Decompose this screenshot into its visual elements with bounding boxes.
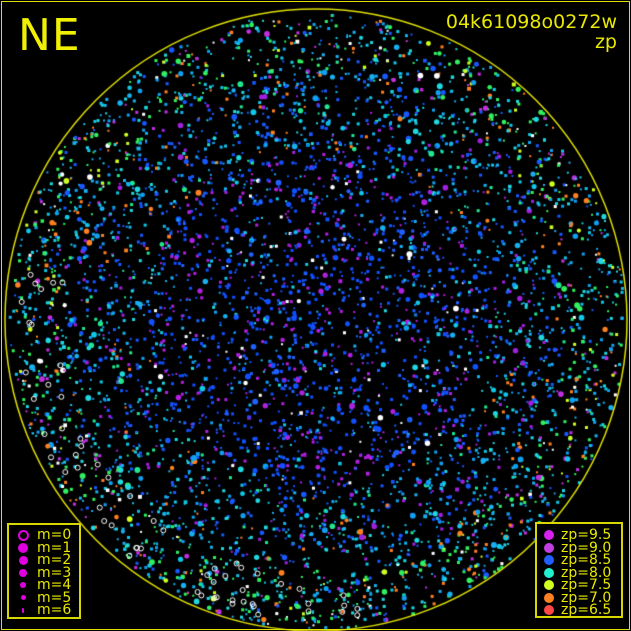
zp-legend-item: zp=9.0 (537, 539, 621, 556)
zp-color-swatch-icon (537, 530, 561, 541)
zp-label: zp=7.0 (561, 589, 612, 606)
magnitude-symbol-icon (9, 529, 37, 541)
magnitude-symbol-icon (9, 542, 37, 553)
magnitude-label: m=0 (37, 527, 72, 544)
magnitude-legend-item: m=4 (9, 577, 79, 594)
magnitude-label: m=4 (37, 577, 72, 594)
magnitude-label: m=2 (37, 552, 72, 569)
zp-color-swatch-icon (537, 567, 561, 578)
zp-label: zp=9.5 (561, 527, 612, 544)
magnitude-symbol-icon (9, 555, 37, 565)
zp-color-swatch-icon (537, 580, 561, 591)
zp-legend-item: zp=7.5 (537, 577, 621, 594)
magnitude-label: m=5 (37, 589, 72, 606)
direction-label: NE (18, 10, 81, 61)
magnitude-label: m=1 (37, 539, 72, 556)
zp-legend-item: zp=8.5 (537, 552, 621, 569)
zp-label: zp=9.0 (561, 539, 612, 556)
zp-label: zp=7.5 (561, 577, 612, 594)
magnitude-symbol-icon (9, 568, 37, 577)
magnitude-legend: m=0 m=1 m=2 m=3 m=4 m=5 m=6 (7, 523, 81, 619)
magnitude-label: m=6 (37, 602, 72, 619)
magnitude-legend-item: m=5 (9, 589, 79, 606)
magnitude-label: m=3 (37, 564, 72, 581)
zp-legend-item: zp=8.0 (537, 564, 621, 581)
zp-legend-item: zp=7.0 (537, 589, 621, 606)
zp-legend-item: zp=6.5 (537, 602, 621, 619)
zp-color-swatch-icon (537, 555, 561, 566)
magnitude-legend-item: m=0 (9, 527, 79, 544)
magnitude-symbol-icon (9, 607, 37, 613)
zp-legend-item: zp=9.5 (537, 527, 621, 544)
magnitude-symbol-icon (9, 582, 37, 589)
magnitude-legend-item: m=1 (9, 539, 79, 556)
zp-label: zp=8.5 (561, 552, 612, 569)
zp-label: zp=6.5 (561, 602, 612, 619)
image-id: 04k61098o0272w (445, 11, 617, 33)
zp-color-swatch-icon (537, 542, 561, 553)
color-mode: zp (594, 31, 617, 53)
magnitude-legend-item: m=6 (9, 602, 79, 619)
zp-legend: zp=9.5 zp=9.0 zp=8.5 zp=8.0 zp=7.5 zp=7.0 zp=6… (535, 522, 623, 618)
magnitude-symbol-icon (9, 595, 37, 601)
magnitude-legend-item: m=3 (9, 564, 79, 581)
zp-color-swatch-icon (537, 592, 561, 603)
zp-label: zp=8.0 (561, 564, 612, 581)
zp-color-swatch-icon (537, 605, 561, 616)
title-block: 04k61098o0272w zp (446, 12, 617, 52)
magnitude-legend-item: m=2 (9, 552, 79, 569)
